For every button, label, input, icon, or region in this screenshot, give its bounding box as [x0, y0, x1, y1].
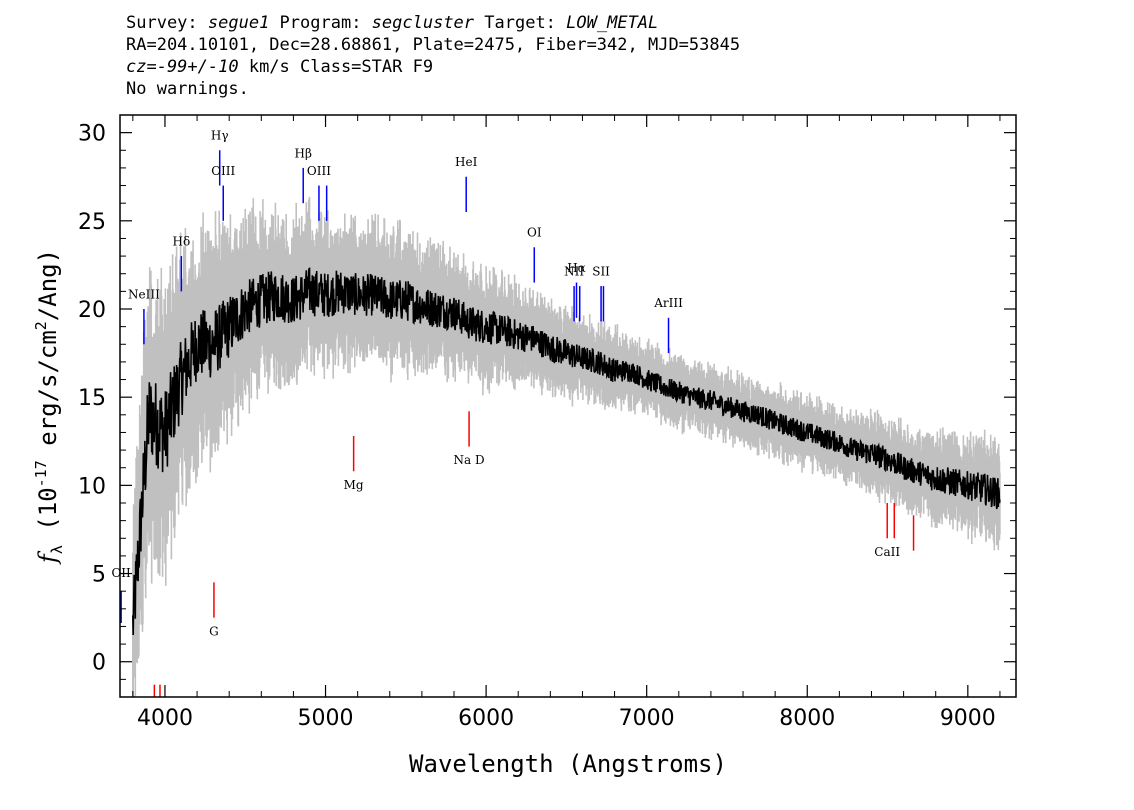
y-tick-label: 20 [78, 298, 106, 323]
target-value: LOW_METAL [566, 13, 659, 33]
absorption-line-label: Mg [344, 478, 364, 492]
flux-line [132, 267, 1001, 636]
target-label: Target: [474, 13, 567, 33]
y-axis-title: fλ (10-17 erg/s/cm2/Ang) [32, 249, 66, 565]
emission-line-label: Hγ [211, 129, 229, 143]
absorption-line-label: Na D [454, 453, 485, 467]
survey-value: segue1 [207, 13, 270, 33]
y-tick-label: 25 [78, 210, 106, 235]
emission-line-label: Hα [567, 261, 586, 275]
emission-line-label: SII [592, 264, 610, 278]
x-tick-label: 6000 [458, 706, 514, 731]
emission-line-label: Hβ [295, 146, 312, 160]
x-tick-label: 7000 [619, 706, 675, 731]
program-value: segcluster [371, 13, 475, 33]
x-tick-label: 5000 [298, 706, 354, 731]
emission-line-label: NeIII [128, 287, 160, 301]
x-tick-label: 8000 [779, 706, 835, 731]
emission-line-label: NII [564, 264, 584, 278]
y-tick-label: 0 [92, 651, 106, 676]
spectrum-header: Survey: segue1 Program: segcluster Targe… [126, 12, 740, 100]
flux-layer [132, 267, 1001, 636]
x-tick-label: 9000 [940, 706, 996, 731]
survey-label: Survey: [126, 13, 208, 33]
axis-ticks: 4000 5000 6000 7000 8000 9000 0 5 10 15 20 25 30 [78, 114, 1016, 731]
y-tick-label: 5 [92, 563, 106, 588]
absorption-line-label: G [209, 624, 219, 638]
x-tick-label: 4000 [137, 706, 193, 731]
x-axis-title: Wavelength (Angstroms) [409, 750, 727, 778]
emission-line-label: ArIII [653, 296, 683, 310]
header-line-redshift: cz=-99+/-10 km/s Class=STAR F9 [126, 56, 740, 78]
emission-line-label: HeI [455, 155, 478, 169]
emission-line-label: OIII [211, 164, 235, 178]
emission-line-label: OI [527, 226, 542, 240]
program-label: Program: [269, 13, 372, 33]
header-line-warnings: No warnings. [126, 79, 249, 99]
redshift-value: cz=-99+/-10 [126, 57, 239, 77]
y-tick-label: 10 [78, 474, 106, 499]
emission-line-label: Hδ [172, 235, 190, 249]
emission-line-label: OIII [307, 164, 331, 178]
y-tick-label: 30 [78, 122, 106, 147]
absorption-line-label: CaII [874, 545, 900, 559]
plot-frame [119, 114, 1017, 698]
y-tick-label: 15 [78, 386, 106, 411]
header-line-survey: Survey: segue1 Program: segcluster Targe… [126, 12, 740, 34]
header-line-coordinates: RA=204.10101, Dec=28.68861, Plate=2475, … [126, 35, 741, 55]
class-value: km/s Class=STAR F9 [238, 57, 434, 77]
